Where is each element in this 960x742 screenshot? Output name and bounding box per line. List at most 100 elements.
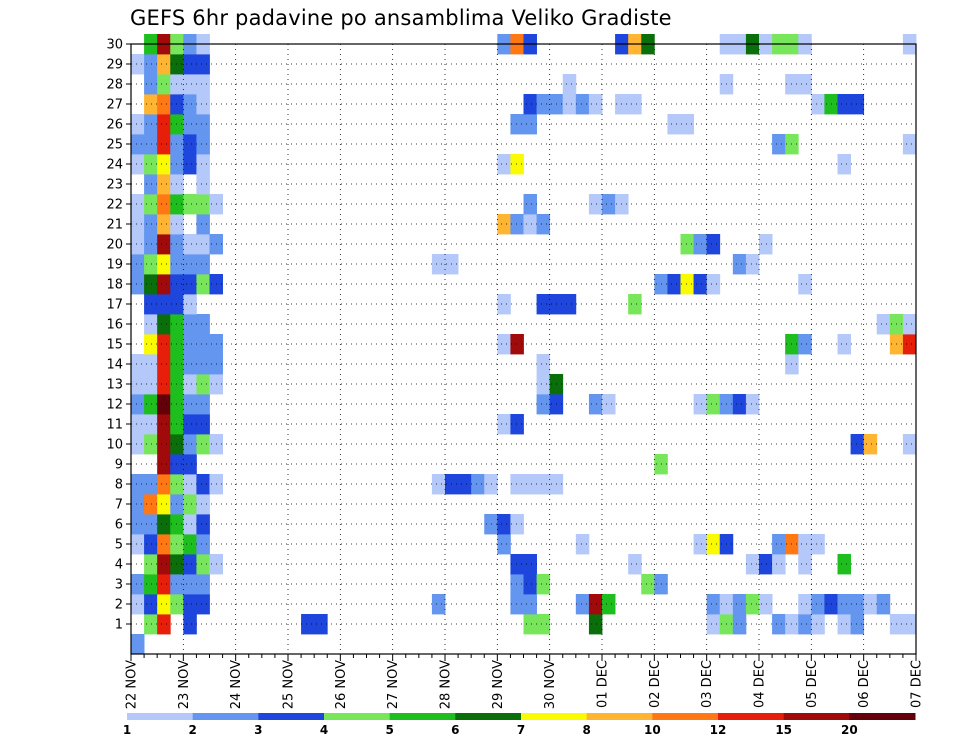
precip-cell [680,234,694,255]
precip-cell [876,314,891,335]
precip-cell [131,574,145,595]
precip-cell [196,434,210,455]
precip-cell [562,294,577,315]
x-tick-label: 28 NOV [439,660,454,709]
precip-cell [431,254,446,275]
precip-cell [183,154,197,175]
precip-cell [706,234,721,255]
precip-cell [196,374,210,395]
colorbar-label: 8 [582,723,590,737]
y-tick-label: 14 [106,358,123,373]
precip-cell [157,394,171,415]
precip-cell [562,94,577,115]
y-tick-label: 21 [106,218,123,233]
precip-cell [301,614,315,635]
y-tick-label: 10 [106,438,123,453]
precip-cell [588,94,603,115]
precip-cell [523,554,537,575]
precip-cell [144,354,158,375]
x-tick-label: 26 NOV [334,660,349,709]
precip-cell [131,514,145,535]
precip-cell [183,454,197,475]
precip-cell [144,134,158,155]
precip-cell [157,94,171,115]
precip-cell [131,194,145,215]
precip-cell [196,494,210,515]
precip-cell [732,594,747,615]
y-tick-label: 29 [106,58,123,73]
precip-cell [536,374,551,395]
precip-cell [902,434,917,455]
precip-cell [157,254,171,275]
precip-cell [536,354,551,375]
precip-cell [759,594,773,615]
y-tick-label: 19 [106,258,123,273]
precip-cell [183,134,197,155]
precip-cell [523,574,537,595]
precip-cell [536,394,551,415]
precip-cell [732,394,747,415]
y-tick-label: 27 [106,98,123,113]
precip-cell [628,554,642,575]
precip-cell [157,454,171,475]
precip-cell [183,314,197,335]
precip-cell [536,294,551,315]
precip-cell [196,54,210,75]
precip-cell [602,594,616,615]
x-tick-label: 30 NOV [543,660,558,709]
precip-cell [497,514,511,535]
precip-cell [183,394,197,415]
colorbar-label: 5 [385,723,393,737]
precip-cell [144,54,158,75]
precip-cell [157,554,171,575]
precip-cell [523,114,537,135]
precip-cell [157,154,171,175]
precip-cell [523,214,537,235]
precip-cell [628,94,642,115]
y-tick-label: 6 [115,518,123,533]
y-tick-label: 12 [106,398,123,413]
precip-cell [183,74,197,95]
precip-cell [196,314,210,335]
precip-cell [144,234,158,255]
precip-cell [497,334,511,355]
y-tick-label: 25 [106,138,123,153]
precip-cell [706,614,721,635]
precip-cell [196,554,210,575]
precip-cell [157,214,171,235]
precip-cell [144,394,158,415]
precip-cell [157,114,171,135]
precip-cell [144,74,158,95]
y-tick-label: 28 [106,78,123,93]
precip-cell [157,374,171,395]
precip-cell [510,414,524,435]
precip-cell [536,614,551,635]
precip-cell [510,554,524,575]
precip-cell [131,354,145,375]
precip-cell [183,494,197,515]
precip-cell [183,294,197,315]
y-tick-label: 4 [115,558,123,573]
y-tick-label: 7 [115,498,123,513]
x-tick-label: 24 NOV [229,660,244,709]
precip-cell [144,254,158,275]
y-tick-label: 23 [106,178,123,193]
precip-cell [798,334,812,355]
y-tick-label: 9 [115,458,123,473]
y-tick-label: 1 [115,618,123,633]
precip-cell [157,334,171,355]
precip-cell [144,494,158,515]
precip-cell [157,574,171,595]
precip-cell [680,274,694,295]
precip-cell [157,194,171,215]
precip-cell [183,334,197,355]
precip-cell [144,414,158,435]
precip-cell [144,94,158,115]
precip-cell [157,594,171,615]
precip-cell [183,594,197,615]
x-tick-label: 04 DEC [753,660,768,708]
precip-cell [196,194,210,215]
precip-cell [536,474,551,495]
precip-cell [144,174,158,195]
precip-cell [183,534,197,555]
